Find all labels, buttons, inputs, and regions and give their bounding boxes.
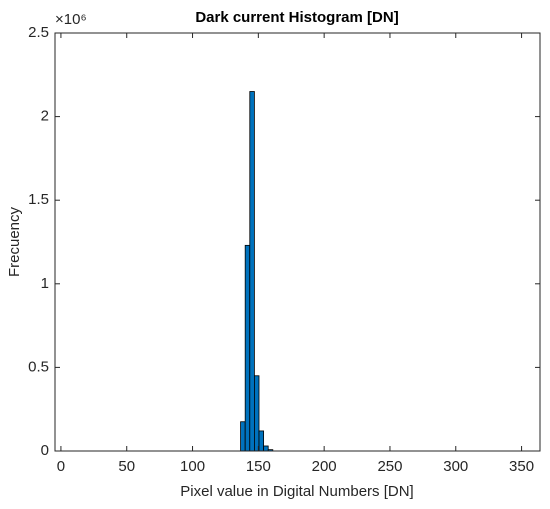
bar <box>253 375 260 452</box>
x-axis-label: Pixel value in Digital Numbers [DN] <box>180 483 413 500</box>
y-tick-label: 1.5 <box>28 191 49 208</box>
plot-frame <box>54 32 541 452</box>
y-tick-label: 2 <box>41 108 49 125</box>
x-tick-label: 100 <box>180 458 205 475</box>
bar <box>258 430 265 452</box>
x-tick-label: 300 <box>443 458 468 475</box>
x-tick-label: 150 <box>246 458 271 475</box>
bar <box>249 91 255 452</box>
y-tick-label: 2.5 <box>28 24 49 41</box>
x-tick-label: 50 <box>118 458 135 475</box>
y-tick-label: 0.5 <box>28 358 49 375</box>
x-tick-label: 200 <box>312 458 337 475</box>
bar <box>240 421 246 452</box>
x-tick-label: 0 <box>57 458 65 475</box>
y-tick-label: 0 <box>41 442 49 459</box>
bar <box>244 244 251 452</box>
y-exponent: ×10⁶ <box>55 11 87 28</box>
x-tick-label: 350 <box>509 458 534 475</box>
x-tick-label: 250 <box>377 458 402 475</box>
chart-title: Dark current Histogram [DN] <box>195 9 398 26</box>
bar <box>263 445 269 452</box>
y-tick-label: 1 <box>41 275 49 292</box>
y-axis-label: Frecuency <box>6 206 23 277</box>
